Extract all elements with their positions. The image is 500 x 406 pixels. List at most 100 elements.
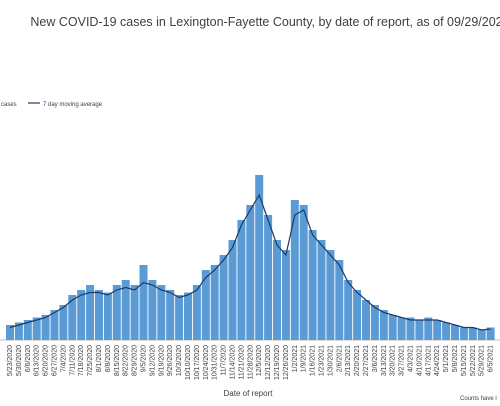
- x-tick-label: 7/18/2020: [78, 345, 85, 376]
- x-tick-label: 5/29/2021: [479, 345, 486, 376]
- bar: [433, 320, 442, 340]
- x-tick-label: 12/26/2020: [283, 345, 290, 380]
- bar: [326, 250, 335, 340]
- x-tick-label: 11/28/2020: [247, 345, 254, 380]
- x-tick-label: 10/31/2020: [212, 345, 219, 380]
- bar: [317, 240, 326, 340]
- bar: [362, 300, 370, 340]
- x-tick-label: 9/26/2020: [167, 345, 174, 376]
- bar: [41, 315, 50, 340]
- x-tick-label: 12/5/2020: [256, 345, 263, 376]
- bar: [68, 295, 77, 340]
- x-tick-label: 8/1/2020: [96, 345, 103, 372]
- bar: [6, 325, 14, 340]
- x-tick-label: 1/9/2021: [301, 345, 308, 372]
- x-tick-label: 8/22/2020: [123, 345, 130, 376]
- x-tick-label: 12/19/2020: [274, 345, 281, 380]
- bar: [86, 285, 95, 340]
- bar: [103, 292, 112, 340]
- x-tick-label: 6/5/2021: [488, 345, 495, 372]
- x-tick-label: 10/10/2020: [185, 345, 192, 380]
- bar: [157, 285, 166, 340]
- bar: [166, 290, 175, 340]
- x-tick-label: 5/15/2021: [461, 345, 468, 376]
- bar: [468, 327, 477, 340]
- legend-label: cases: [1, 102, 17, 108]
- bar: [406, 317, 415, 340]
- x-tick-label: 9/19/2020: [158, 345, 165, 376]
- x-tick-label: 5/23/2020: [7, 345, 14, 376]
- bar: [210, 265, 219, 340]
- bar: [237, 220, 246, 340]
- x-tick-label: 8/15/2020: [114, 345, 121, 376]
- bar: [424, 317, 433, 340]
- bar: [388, 315, 397, 340]
- x-tick-label: 11/7/2020: [221, 345, 228, 376]
- bar: [130, 285, 139, 340]
- bar: [201, 270, 210, 340]
- x-tick-label: 9/5/2020: [141, 345, 148, 372]
- moving-average-line: [9, 193, 491, 331]
- x-tick-label: 10/17/2020: [194, 345, 201, 380]
- footnote: Counts have l: [460, 396, 497, 402]
- x-tick-label: 6/13/2020: [34, 345, 41, 376]
- x-tick-label: 1/30/2021: [327, 345, 334, 376]
- bar: [255, 175, 264, 340]
- bar: [451, 325, 459, 340]
- bar: [273, 240, 281, 340]
- bar: [32, 317, 41, 340]
- x-tick-label: 12/12/2020: [265, 345, 272, 380]
- x-tick-label: 4/3/2021: [408, 345, 415, 372]
- x-tick-label: 5/22/2021: [470, 345, 477, 376]
- bar: [281, 250, 290, 340]
- bar: [264, 215, 273, 340]
- legend-label: 7 day moving average: [43, 102, 103, 108]
- bar: [397, 317, 406, 340]
- x-tick-label: 8/29/2020: [132, 345, 139, 376]
- x-tick-label: 3/20/2021: [390, 345, 397, 376]
- bar: [192, 285, 201, 340]
- bar: [175, 295, 184, 340]
- x-tick-label: 11/14/2020: [230, 345, 237, 380]
- x-tick-label: 7/11/2020: [69, 345, 76, 376]
- x-tick-label: 5/8/2021: [452, 345, 459, 372]
- x-tick-label: 2/13/2021: [345, 345, 352, 376]
- bar: [23, 320, 32, 340]
- bar: [121, 280, 130, 340]
- bar: [415, 320, 424, 340]
- x-tick-label: 9/12/2020: [149, 345, 156, 376]
- x-tick-label: 2/20/2021: [354, 345, 361, 376]
- x-tick-label: 7/4/2020: [60, 345, 67, 372]
- x-tick-label: 1/16/2021: [310, 345, 317, 376]
- x-tick-label: 3/27/2021: [399, 345, 406, 376]
- bar: [148, 280, 157, 340]
- bar: [14, 322, 23, 340]
- x-tick-label: 10/3/2020: [176, 345, 183, 376]
- bar: [308, 230, 317, 340]
- chart-title: New COVID-19 cases in Lexington-Fayette …: [30, 15, 500, 29]
- x-tick-label: 5/30/2020: [16, 345, 23, 376]
- bar: [370, 305, 379, 340]
- bar: [459, 327, 468, 340]
- x-tick-label: 4/17/2021: [425, 345, 432, 376]
- bar: [219, 255, 228, 340]
- bar: [442, 322, 451, 340]
- x-tick-label: 5/1/2021: [443, 345, 450, 372]
- bar: [77, 290, 86, 340]
- bar: [353, 290, 362, 340]
- x-tick-label: 2/6/2021: [336, 345, 343, 372]
- bar: [228, 240, 237, 340]
- bar: [59, 305, 68, 340]
- x-tick-label: 1/2/2021: [292, 345, 299, 372]
- x-tick-label: 11/21/2020: [238, 345, 245, 380]
- bar: [246, 205, 255, 340]
- x-tick-label: 4/10/2021: [416, 345, 423, 376]
- bar: [477, 330, 486, 340]
- x-tick-label: 3/6/2021: [372, 345, 379, 372]
- x-axis-title: Date of report: [224, 389, 274, 398]
- x-tick-label: 2/27/2021: [363, 345, 370, 376]
- bar: [290, 200, 299, 340]
- bar: [139, 265, 148, 340]
- bar: [299, 205, 308, 340]
